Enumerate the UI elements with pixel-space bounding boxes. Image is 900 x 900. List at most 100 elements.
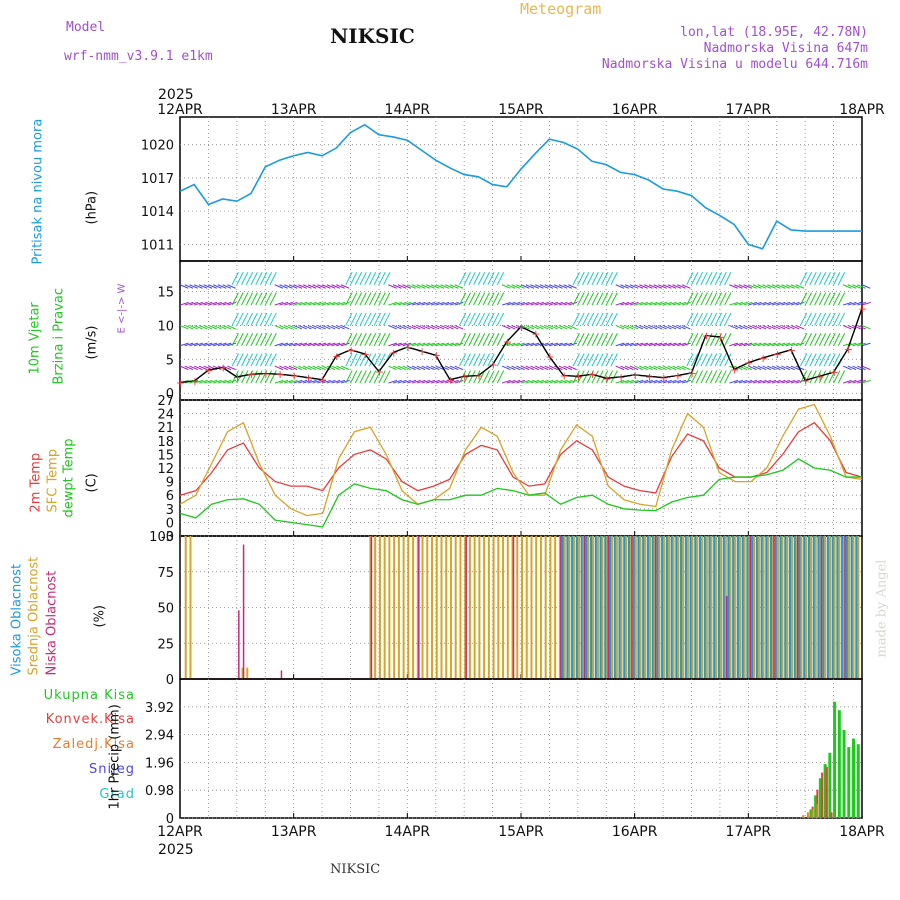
wind-arrow <box>227 284 236 289</box>
wind-arrow <box>857 342 867 347</box>
precip-bar-strat <box>806 812 809 818</box>
wind-arrow <box>255 370 263 384</box>
wind-arrow <box>757 324 767 330</box>
wind-arrow <box>184 342 194 347</box>
wind-arrow <box>373 353 381 367</box>
cloud-bar-low <box>631 536 633 679</box>
cloud-bar-low <box>242 544 245 679</box>
cloud-bar-mid <box>440 536 443 679</box>
wind-arrow <box>496 312 505 326</box>
y-tick-label: 0.98 <box>145 784 174 799</box>
wind-arrow <box>828 272 836 285</box>
wind-gust-marker: + <box>517 321 526 334</box>
wind-arrow <box>852 342 862 347</box>
wind-arrow <box>591 353 599 367</box>
wind-arrow <box>752 301 762 306</box>
wind-arrow <box>407 342 417 347</box>
wind-arrow <box>245 312 254 326</box>
wind-arrow <box>279 324 288 330</box>
wind-gust-marker: + <box>844 343 853 356</box>
wind-arrow <box>563 342 573 347</box>
cloud-bar-mid <box>587 536 590 679</box>
cloud-bar-mid <box>554 536 557 679</box>
wind-arrow <box>359 353 367 367</box>
wind-arrow <box>326 365 336 371</box>
wind-gust-marker: + <box>815 370 824 383</box>
wind-arrow <box>274 301 284 306</box>
wind-arrow <box>482 292 490 306</box>
wind-arrow <box>601 312 609 326</box>
wind-arrow <box>511 284 521 289</box>
wind-arrow <box>482 370 490 384</box>
wind-arrow <box>776 365 786 371</box>
wind-arrow <box>203 342 213 347</box>
wind-arrow <box>449 379 459 384</box>
wind-gust-marker: + <box>261 368 270 381</box>
cloud-bar-low <box>418 536 420 679</box>
year-label-bottom: 2025 <box>158 842 194 858</box>
wind-arrow <box>407 284 416 289</box>
wind-arrow <box>288 284 298 289</box>
cloud-bar-mid <box>696 536 699 679</box>
wind-arrow <box>530 324 539 330</box>
cloud-bar-mid <box>369 536 372 679</box>
y-tick-label: 9 <box>166 476 174 491</box>
cloud-bar-mid <box>577 536 580 679</box>
wind-arrow <box>634 365 644 371</box>
wind-arrow <box>828 333 836 346</box>
wind-arrow <box>695 353 704 367</box>
wind-arrow <box>686 353 694 367</box>
y-tick-label: 0 <box>166 812 174 827</box>
wind-arrow <box>241 370 249 384</box>
wind-arrow <box>496 272 505 285</box>
wind-arrow <box>312 301 322 306</box>
wind-arrow <box>468 333 476 346</box>
cloud-bar-mid <box>819 536 822 679</box>
wind-arrow <box>790 379 800 384</box>
wind-arrow <box>516 365 525 371</box>
wind-arrow <box>648 301 658 306</box>
wind-arrow <box>402 342 412 347</box>
wind-arrow <box>435 301 445 306</box>
precip-bar-total <box>837 710 841 818</box>
wind-arrow <box>790 365 800 371</box>
wind-arrow <box>255 272 263 285</box>
wind-arrow <box>274 379 284 384</box>
wind-arrow <box>686 272 694 285</box>
cloud-bar-mid <box>790 536 793 679</box>
wind-arrow <box>516 342 526 347</box>
cloud-bar-low <box>238 610 240 679</box>
wind-arrow <box>317 284 326 289</box>
wind-arrow <box>368 272 377 285</box>
wind-arrow <box>809 312 817 326</box>
wind-arrow <box>658 301 668 306</box>
wind-arrow <box>809 353 817 367</box>
cloud-bar-mid <box>383 536 386 679</box>
precip-label-hail: Grad <box>99 787 135 802</box>
wind-arrow <box>426 365 435 371</box>
wind-arrow <box>236 292 244 306</box>
wind-arrow <box>852 379 862 384</box>
wind-arrow <box>586 272 595 285</box>
wind-arrow <box>691 272 699 285</box>
wind-arrow <box>392 379 402 384</box>
cloud-bar-mid <box>426 536 429 679</box>
wind-arrow <box>833 312 841 326</box>
wind-arrow <box>445 365 454 371</box>
wind-arrow <box>700 370 708 384</box>
wind-arrow <box>245 292 254 306</box>
wind-gust-marker: + <box>446 374 455 387</box>
wind-arrow <box>629 284 639 289</box>
wind-gust-marker: + <box>190 375 199 388</box>
wind-arrow <box>397 342 407 347</box>
wind-arrow <box>212 324 222 330</box>
wind-arrow <box>321 301 331 306</box>
wind-arrow <box>345 333 353 346</box>
wind-arrow <box>767 324 776 330</box>
wind-arrow <box>624 365 634 371</box>
wind-arrow <box>648 365 658 371</box>
wind-arrow <box>847 379 857 384</box>
wind-arrow <box>307 324 317 330</box>
y-tick-label: 1014 <box>141 205 174 220</box>
wind-arrow <box>194 301 203 306</box>
